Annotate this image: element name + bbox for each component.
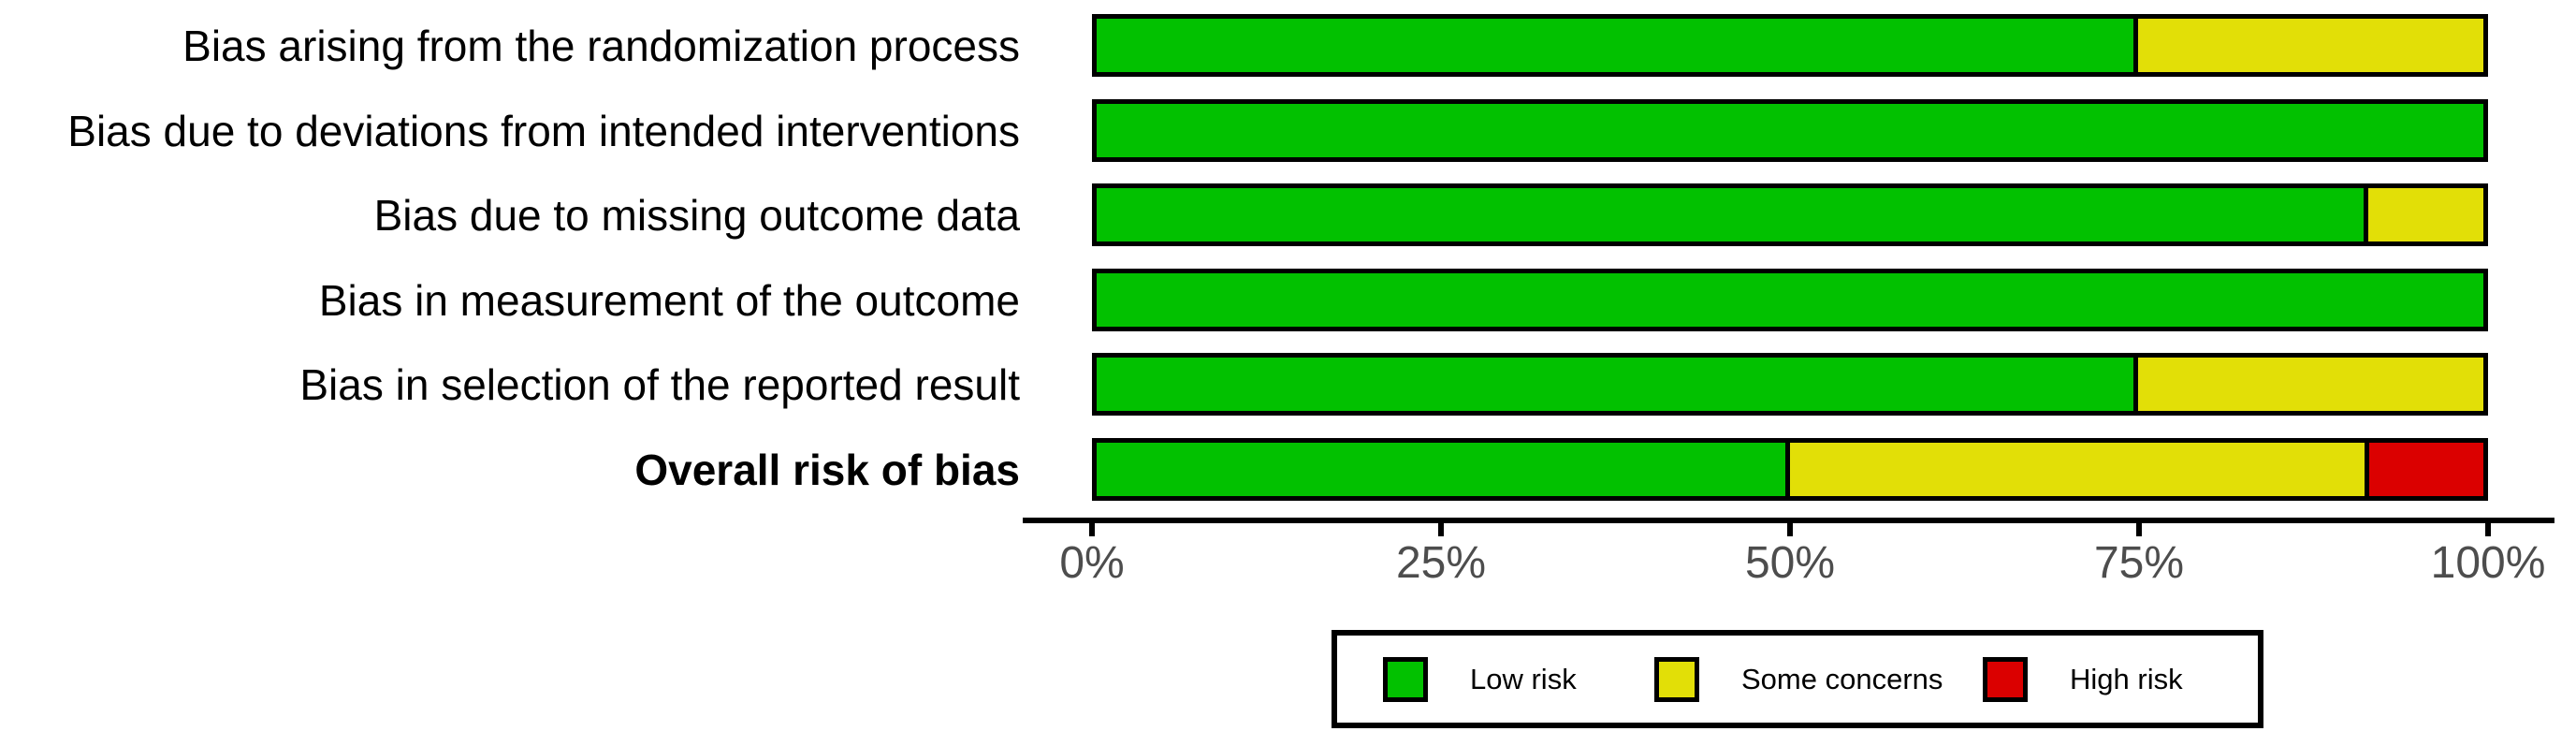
axis-tick-label: 0% — [1059, 538, 1125, 588]
bar-row — [1092, 438, 2488, 501]
legend-item: Low risk — [1383, 636, 1577, 723]
legend-swatch-low-risk — [1383, 656, 1428, 702]
bar-row — [1092, 353, 2488, 416]
bar-segment-some-concerns — [1790, 443, 2365, 496]
axis-tick-mark — [2136, 520, 2142, 536]
bar-segment-some-concerns — [2137, 358, 2483, 411]
legend-label: Some concerns — [1741, 662, 1943, 695]
axis-tick-label: 50% — [1744, 538, 1836, 588]
bar-segment-high-risk — [2368, 443, 2483, 496]
axis-tick-label: 100% — [2430, 538, 2546, 588]
bar-row — [1092, 14, 2488, 77]
bar-segment-low-risk — [1097, 443, 1785, 496]
bar-segment-some-concerns — [2137, 19, 2483, 72]
axis-tick-mark — [2485, 520, 2491, 536]
category-label: Bias due to missing outcome data — [373, 190, 1020, 240]
legend-label: High risk — [2070, 662, 2183, 695]
axis-tick-label: 25% — [1395, 538, 1487, 588]
bar-segment-low-risk — [1097, 188, 2365, 241]
legend-item: High risk — [1983, 636, 2183, 723]
axis-tick-mark — [1089, 520, 1095, 536]
category-label: Bias due to deviations from intended int… — [67, 106, 1020, 155]
bar-row — [1092, 183, 2488, 246]
bar-segment-low-risk — [1097, 273, 2483, 327]
category-label: Bias arising from the randomization proc… — [182, 21, 1020, 70]
bar-segment-low-risk — [1097, 358, 2133, 411]
category-label: Bias in selection of the reported result — [299, 359, 1020, 409]
legend-swatch-some-concerns — [1654, 656, 1699, 702]
bar-row — [1092, 99, 2488, 162]
axis-tick-label: 75% — [2093, 538, 2185, 588]
legend-swatch-high-risk — [1983, 656, 2028, 702]
legend: Low risk Some concerns High risk — [1332, 630, 2263, 728]
bar-segment-low-risk — [1097, 104, 2483, 157]
axis-tick-mark — [1438, 520, 1444, 536]
bar-segment-some-concerns — [2368, 188, 2483, 241]
axis-tick-mark — [1787, 520, 1793, 536]
bar-segment-low-risk — [1097, 19, 2133, 72]
legend-label: Low risk — [1470, 662, 1577, 695]
category-label: Overall risk of bias — [634, 445, 1020, 494]
bar-row — [1092, 269, 2488, 331]
legend-item: Some concerns — [1654, 636, 1943, 723]
category-label: Bias in measurement of the outcome — [318, 275, 1020, 325]
